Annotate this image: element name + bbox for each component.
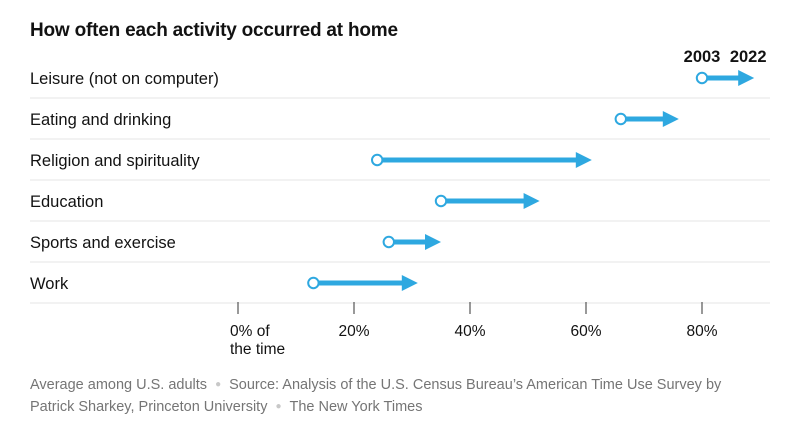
- dumbbell-arrow-chart: Leisure (not on computer) 2003 2022 Eating …: [30, 48, 770, 358]
- x-tick-label: the time: [230, 341, 285, 358]
- category-label: Eating and drinking: [30, 111, 171, 129]
- x-tick-label: 40%: [454, 323, 485, 340]
- arrow-head-2022: [425, 234, 441, 250]
- category-label: Work: [30, 275, 69, 293]
- start-point-2003: [382, 235, 395, 249]
- arrow-head-2022: [738, 70, 755, 86]
- arrow-head-2022: [662, 111, 679, 127]
- legend-label-2003: 2003: [684, 48, 721, 66]
- start-point-2003: [434, 194, 448, 208]
- category-label: Religion and spirituality: [30, 152, 200, 170]
- footer-credit: The New York Times: [289, 399, 423, 415]
- category-label: Education: [30, 193, 103, 211]
- start-point-2003: [307, 276, 320, 290]
- start-point-2003: [371, 153, 384, 167]
- category-label: Sports and exercise: [30, 234, 176, 252]
- footer-source: Source: Analysis of the U.S. Census Bure…: [30, 377, 722, 415]
- footer: Average among U.S. adults ● Source: Analys…: [30, 374, 765, 418]
- chart-title: How often each activity occurred at home: [30, 20, 398, 41]
- x-tick-label: 0% of: [230, 323, 270, 340]
- arrow-head-2022: [401, 275, 418, 291]
- separator-dot: ●: [215, 379, 222, 390]
- category-label: Leisure (not on computer): [30, 70, 219, 88]
- footer-note: Average among U.S. adults: [30, 377, 208, 393]
- legend-label-2022: 2022: [730, 48, 767, 66]
- x-tick-label: 80%: [686, 323, 717, 340]
- start-point-2003: [695, 71, 709, 85]
- separator-dot: ●: [275, 401, 282, 412]
- arrow-head-2022: [575, 152, 592, 168]
- x-tick-label: 60%: [570, 323, 601, 340]
- x-tick-label: 20%: [338, 323, 369, 340]
- start-point-2003: [614, 112, 627, 126]
- arrow-head-2022: [523, 193, 540, 209]
